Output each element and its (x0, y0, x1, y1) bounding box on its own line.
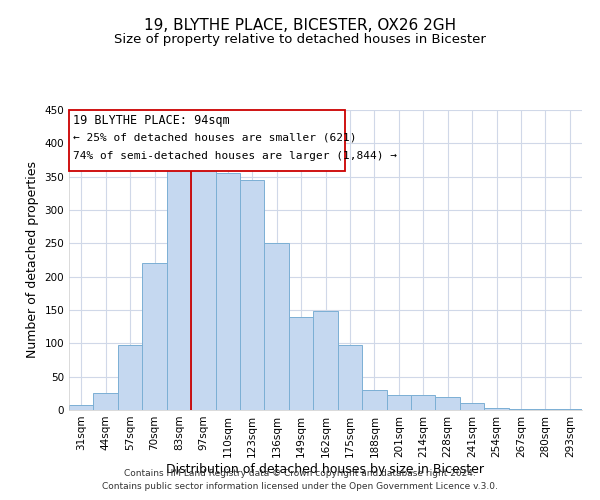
X-axis label: Distribution of detached houses by size in Bicester: Distribution of detached houses by size … (167, 462, 485, 475)
Text: Contains HM Land Registry data © Crown copyright and database right 2024.: Contains HM Land Registry data © Crown c… (124, 468, 476, 477)
Text: Contains public sector information licensed under the Open Government Licence v.: Contains public sector information licen… (102, 482, 498, 491)
Text: 19 BLYTHE PLACE: 94sqm: 19 BLYTHE PLACE: 94sqm (73, 114, 229, 127)
Bar (118, 344, 142, 410)
Bar (436, 396, 460, 410)
Bar (142, 264, 167, 410)
Bar (460, 404, 484, 410)
Bar (386, 396, 411, 410)
Text: 74% of semi-detached houses are larger (1,844) →: 74% of semi-detached houses are larger (… (73, 152, 397, 162)
Bar (215, 174, 240, 410)
Bar (94, 394, 118, 410)
Text: Size of property relative to detached houses in Bicester: Size of property relative to detached ho… (114, 32, 486, 46)
Bar (338, 346, 362, 410)
Bar (69, 404, 94, 410)
Bar (362, 390, 386, 410)
Text: ← 25% of detached houses are smaller (621): ← 25% of detached houses are smaller (62… (73, 132, 356, 142)
FancyBboxPatch shape (69, 110, 345, 172)
Y-axis label: Number of detached properties: Number of detached properties (26, 162, 39, 358)
Bar (533, 408, 557, 410)
Bar (289, 316, 313, 410)
Bar (265, 244, 289, 410)
Bar (167, 170, 191, 410)
Bar (191, 166, 215, 410)
Bar (411, 396, 436, 410)
Text: 19, BLYTHE PLACE, BICESTER, OX26 2GH: 19, BLYTHE PLACE, BICESTER, OX26 2GH (144, 18, 456, 32)
Bar (240, 180, 265, 410)
Bar (484, 408, 509, 410)
Bar (313, 312, 338, 410)
